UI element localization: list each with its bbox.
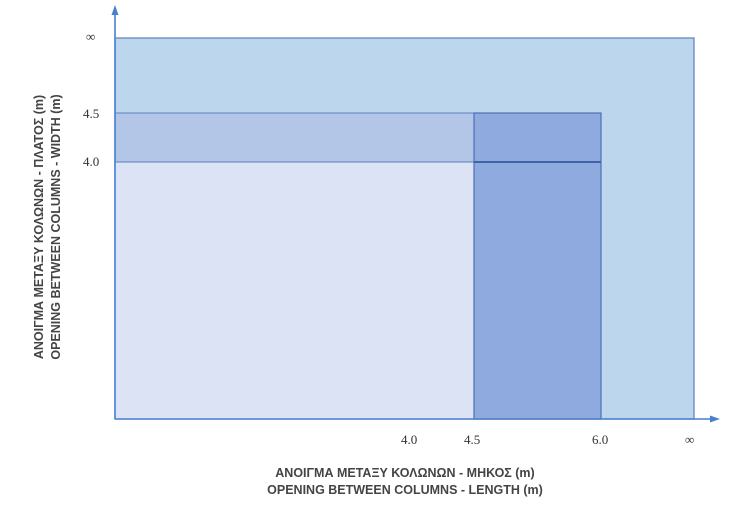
x-tick-6-0: 6.0 (592, 432, 608, 447)
width-band-region (114, 112, 475, 163)
x-axis-title-greek: ΑΝΟΙΓΜΑ ΜΕΤΑΞΥ ΚΟΛΩΝΩΝ - ΜΗΚΟΣ (m) (275, 466, 534, 480)
y-axis-arrow (111, 5, 119, 15)
x-axis-title-english: OPENING BETWEEN COLUMNS - LENGTH (m) (267, 483, 543, 497)
x-tick-4-0: 4.0 (401, 432, 417, 447)
x-axis-arrow (710, 415, 720, 423)
x-tick-4-5: 4.5 (464, 432, 480, 447)
inner-region (114, 161, 475, 420)
y-tick-4-5: 4.5 (83, 106, 99, 121)
length-column-region (473, 112, 602, 420)
y-tick-infinity: ∞ (86, 29, 95, 44)
x-tick-infinity: ∞ (685, 432, 694, 447)
y-axis-title-greek: ΑΝΟΙΓΜΑ ΜΕΤΑΞΥ ΚΟΛΩΝΩΝ - ΠΛΑΤΟΣ (m) (32, 95, 46, 359)
y-axis-title-english: OPENING BETWEEN COLUMNS - WIDTH (m) (49, 94, 63, 359)
y-tick-4-0: 4.0 (83, 154, 99, 169)
